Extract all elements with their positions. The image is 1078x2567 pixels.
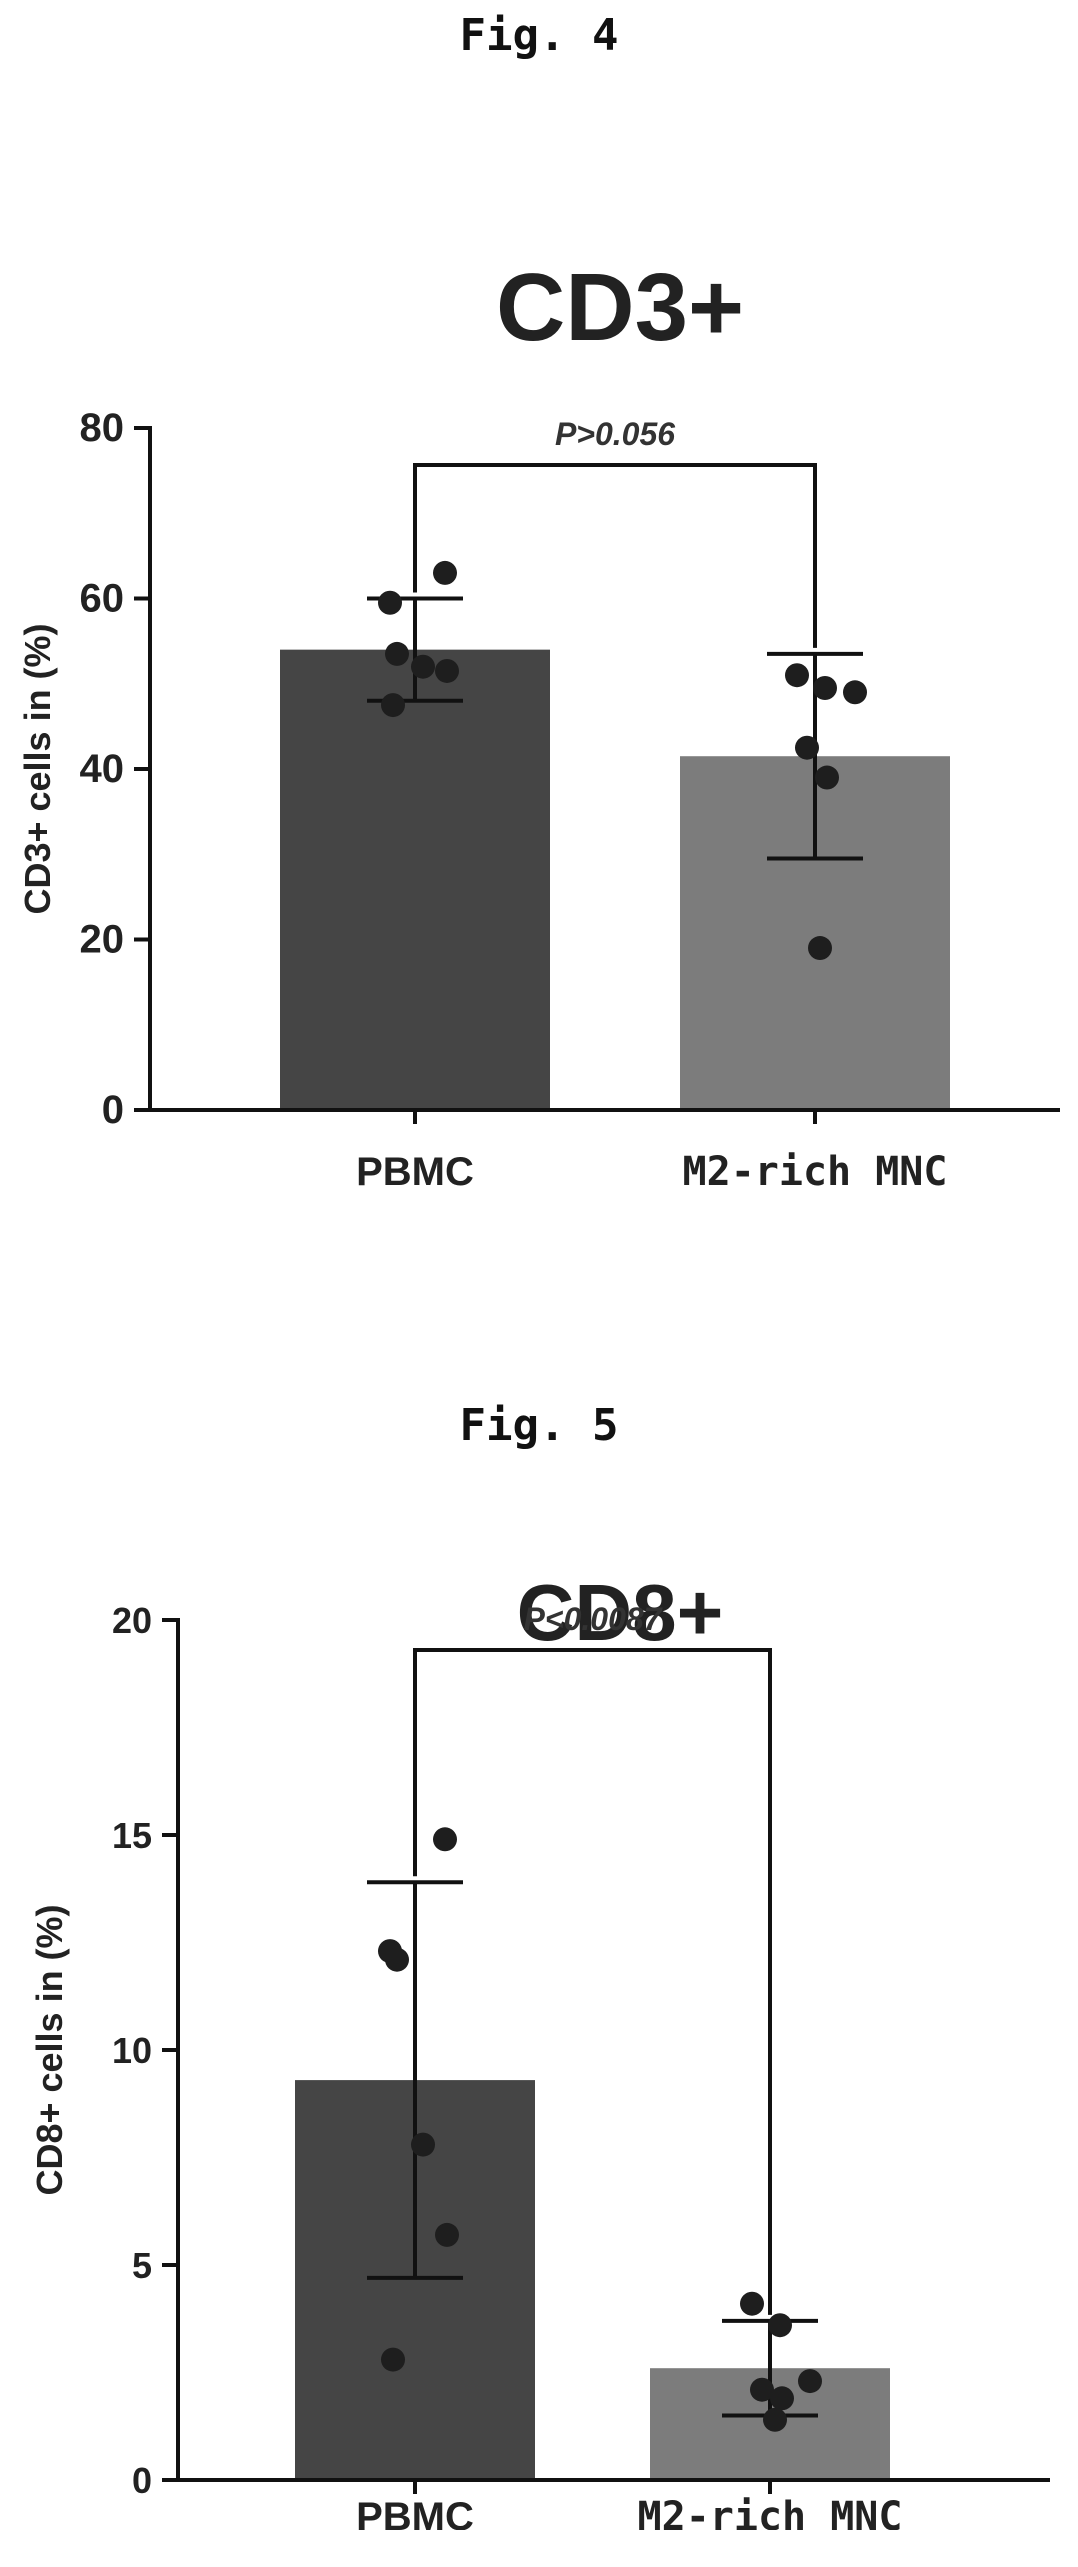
cd3-bar-chart: CD3+ CD3+ cells in (%) 0 20 40 60 80 PBMC M2-ric… [17, 254, 1060, 1195]
y-tick-label: 20 [112, 1600, 152, 1641]
y-axis-label: CD3+ cells in (%) [17, 623, 58, 914]
y-tick-label: 20 [80, 918, 125, 962]
data-point [385, 1947, 409, 1972]
data-point [815, 765, 839, 790]
y-tick-label: 15 [112, 1815, 152, 1856]
data-point [813, 676, 837, 701]
x-category-label: M2-rich MNC [683, 1149, 948, 1195]
y-tick-label: 0 [132, 2460, 152, 2501]
chart-title: CD8+ [517, 1568, 724, 1657]
data-point [381, 693, 405, 718]
data-point [435, 658, 459, 683]
data-point [378, 590, 402, 615]
significance-label: P>0.056 [555, 416, 675, 452]
y-tick-label: 5 [132, 2245, 152, 2286]
data-point [785, 663, 809, 688]
data-point [411, 2132, 435, 2157]
figure-label-4: Fig. 4 [459, 10, 619, 61]
chart-title: CD3+ [496, 254, 744, 361]
y-axis-label: CD8+ cells in (%) [29, 1904, 70, 2195]
data-point [435, 2222, 459, 2247]
data-point [750, 2377, 774, 2402]
x-category-label: PBMC [356, 1150, 474, 1194]
x-category-label: M2-rich MNC [638, 2494, 903, 2530]
data-point [381, 2347, 405, 2372]
y-tick-label: 10 [112, 2030, 152, 2071]
y-tick-label: 60 [80, 577, 125, 621]
bar-pbmc [280, 649, 550, 1110]
significance-bracket [413, 1648, 772, 2315]
data-point [770, 2386, 794, 2411]
data-point [795, 735, 819, 760]
data-point [411, 654, 435, 679]
y-tick-label: 80 [80, 406, 125, 450]
data-point [798, 2369, 822, 2394]
data-point [740, 2291, 764, 2316]
data-point [843, 680, 867, 705]
significance-bracket [413, 463, 817, 648]
cd8-bar-chart: CD8+ CD8+ cells in (%) 0 5 10 15 20 PBMC M2-rich… [29, 1568, 1050, 2530]
data-point [433, 1827, 457, 1852]
figure-label-5: Fig. 5 [459, 1400, 619, 1451]
y-tick-label: 40 [80, 747, 125, 791]
data-point [385, 641, 409, 666]
data-point [808, 936, 832, 961]
y-tick-label: 0 [102, 1088, 124, 1132]
data-point [768, 2313, 792, 2338]
x-category-label: PBMC [356, 2495, 474, 2530]
significance-label: P<0.0087 [524, 1601, 664, 1637]
data-point [433, 560, 457, 585]
data-point [763, 2407, 787, 2432]
